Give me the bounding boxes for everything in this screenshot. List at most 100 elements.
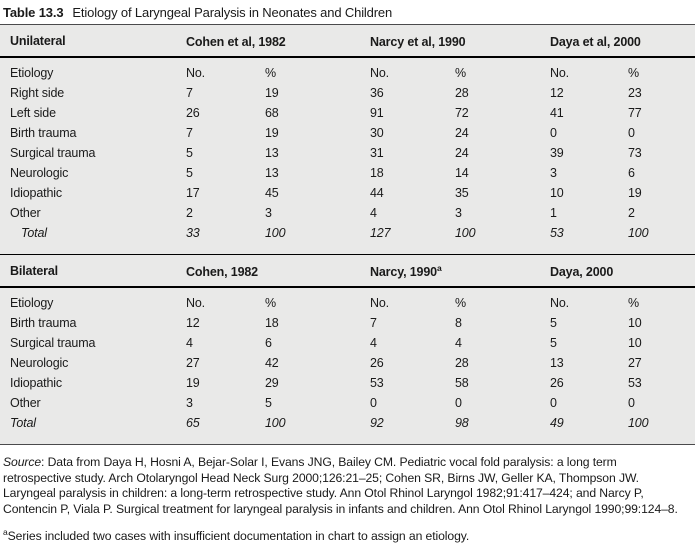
table-cell: 4 — [455, 336, 462, 351]
table-cell: 26 — [186, 106, 200, 121]
study-header: Daya et al, 2000 — [550, 33, 695, 49]
table-cell: 4 — [186, 336, 193, 351]
table-row: Other 2 3 4 3 1 2 — [0, 203, 695, 223]
table-row: Neurologic 27 42 26 28 13 27 — [0, 353, 695, 373]
row-label: Etiology — [10, 66, 54, 81]
table-cell: 7 — [370, 316, 377, 331]
row-label: Birth trauma — [10, 316, 77, 331]
table-cell: 39 — [550, 146, 564, 161]
table-cell: 35 — [455, 186, 469, 201]
study-name: Daya et al, 2000 — [550, 35, 641, 50]
study-footnote-marker: a — [436, 263, 442, 274]
table-cell: 3 — [186, 396, 193, 411]
table-cell: 0 — [628, 396, 635, 411]
table-cell: 26 — [550, 376, 564, 391]
row-label: Total — [21, 226, 47, 241]
table-cell: 73 — [628, 146, 642, 161]
table-cell: 18 — [370, 166, 384, 181]
table-number: Table 13.3 — [3, 5, 64, 20]
table-row: Surgical trauma 4 6 4 4 5 10 — [0, 333, 695, 353]
table-cell: 10 — [628, 316, 642, 331]
table-cell: 28 — [455, 356, 469, 371]
table-body-unilateral: Etiology No. % No. % No. % Right side 7 … — [0, 58, 695, 254]
col-header-no: No. — [186, 66, 206, 81]
col-header-no: No. — [550, 296, 570, 311]
table-cell: 12 — [550, 86, 564, 101]
table-cell: 100 — [265, 416, 286, 431]
table-cell: 18 — [265, 316, 279, 331]
table-cell: 92 — [370, 416, 384, 431]
table-cell: 41 — [550, 106, 564, 121]
table-cell: 12 — [186, 316, 200, 331]
source-text: : Data from Daya H, Hosni A, Bejar-Solar… — [3, 455, 678, 516]
table-cell: 100 — [455, 226, 476, 241]
table-cell: 127 — [370, 226, 391, 241]
table-cell: 26 — [370, 356, 384, 371]
table-cell: 27 — [628, 356, 642, 371]
table-cell: 42 — [265, 356, 279, 371]
study-name: Cohen, 1982 — [186, 265, 258, 280]
table-cell: 58 — [455, 376, 469, 391]
table-row: Idiopathic 17 45 44 35 10 19 — [0, 183, 695, 203]
row-label: Other — [10, 396, 41, 411]
row-label: Neurologic — [10, 356, 69, 371]
table-cell: 53 — [628, 376, 642, 391]
footnote-text: Series included two cases with insuffici… — [7, 529, 470, 543]
table-cell: 5 — [550, 336, 557, 351]
table-cell: 45 — [265, 186, 279, 201]
table-cell: 5 — [186, 146, 193, 161]
col-header-pct: % — [265, 296, 276, 311]
table-row: Birth trauma 12 18 7 8 5 10 — [0, 313, 695, 333]
table-cell: 8 — [455, 316, 462, 331]
table-row: Idiopathic 19 29 53 58 26 53 — [0, 373, 695, 393]
table-cell: 30 — [370, 126, 384, 141]
section-name: Unilateral — [10, 34, 66, 49]
table-cell: 44 — [370, 186, 384, 201]
source-note: Source: Data from Daya H, Hosni A, Bejar… — [0, 445, 695, 517]
table-row: Birth trauma 7 19 30 24 0 0 — [0, 123, 695, 143]
row-label: Right side — [10, 86, 65, 101]
subheader-row: Etiology No. % No. % No. % — [0, 293, 695, 313]
table-cell: 36 — [370, 86, 384, 101]
table-cell: 72 — [455, 106, 469, 121]
study-name: Daya, 2000 — [550, 265, 614, 280]
study-header: Cohen, 1982 — [186, 263, 370, 279]
study-name: Narcy, 1990 — [370, 265, 437, 280]
table-cell: 19 — [265, 126, 279, 141]
table-cell: 13 — [550, 356, 564, 371]
table-cell: 29 — [265, 376, 279, 391]
table-cell: 77 — [628, 106, 642, 121]
table-cell: 14 — [455, 166, 469, 181]
table-panel: Unilateral Cohen et al, 1982 Narcy et al… — [0, 24, 695, 446]
table-row: Other 3 5 0 0 0 0 — [0, 393, 695, 413]
table-cell: 6 — [628, 166, 635, 181]
col-header-no: No. — [370, 66, 390, 81]
row-label: Surgical trauma — [10, 336, 96, 351]
col-header-pct: % — [628, 296, 639, 311]
col-header-pct: % — [455, 296, 466, 311]
table-cell: 53 — [370, 376, 384, 391]
table-cell: 33 — [186, 226, 200, 241]
table-cell: 17 — [186, 186, 200, 201]
table-cell: 27 — [186, 356, 200, 371]
table-cell: 0 — [628, 126, 635, 141]
table-cell: 0 — [550, 126, 557, 141]
table-cell: 98 — [455, 416, 469, 431]
table-cell: 100 — [628, 226, 649, 241]
study-name: Cohen et al, 1982 — [186, 35, 286, 50]
table-cell: 31 — [370, 146, 384, 161]
table-cell: 100 — [628, 416, 649, 431]
col-header-no: No. — [370, 296, 390, 311]
col-header-no: No. — [550, 66, 570, 81]
section-name: Bilateral — [10, 264, 58, 279]
table-row: Neurologic 5 13 18 14 3 6 — [0, 163, 695, 183]
table-cell: 91 — [370, 106, 384, 121]
table-cell: 5 — [186, 166, 193, 181]
table-cell: 10 — [628, 336, 642, 351]
row-label: Idiopathic — [10, 186, 63, 201]
subheader-row: Etiology No. % No. % No. % — [0, 63, 695, 83]
table-cell: 19 — [628, 186, 642, 201]
table-cell: 24 — [455, 126, 469, 141]
col-header-pct: % — [265, 66, 276, 81]
table-cell: 2 — [186, 206, 193, 221]
